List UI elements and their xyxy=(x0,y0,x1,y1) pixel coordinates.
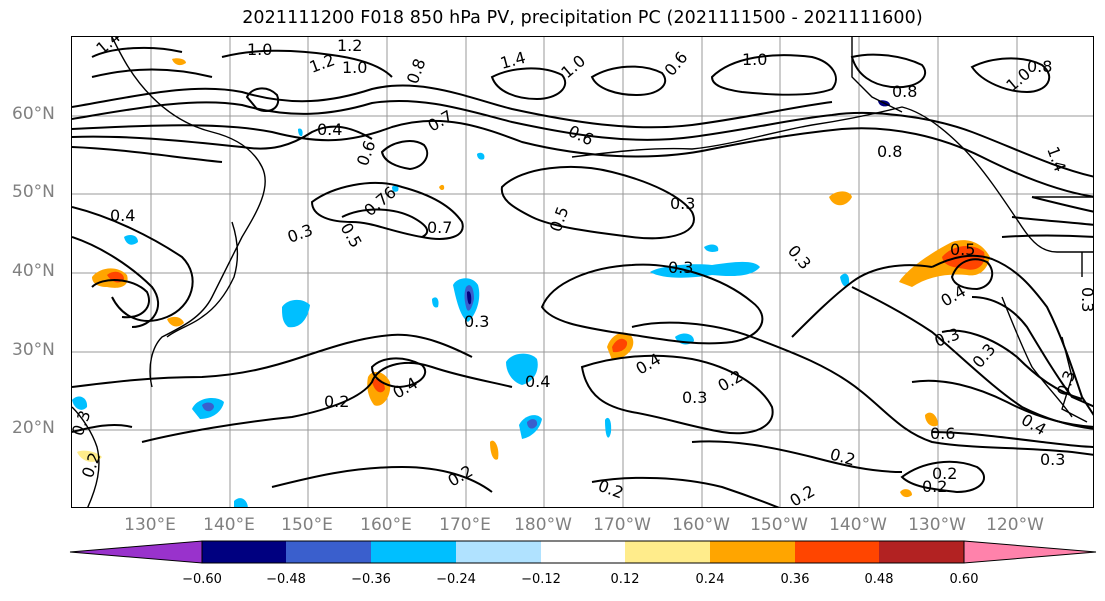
contour-label: 0.5 xyxy=(337,220,366,252)
lon-label: 130°W xyxy=(908,515,966,535)
colorbar-tick: −0.12 xyxy=(521,572,561,587)
map-canvas: 1.4 1.0 1.2 1.2 1.0 0.8 1.4 1.0 0.6 0.4 … xyxy=(72,37,1094,508)
contour-label: 0.3 xyxy=(1053,368,1080,398)
contour-label: 0.2 xyxy=(324,392,349,411)
lon-label: 130°E xyxy=(124,515,176,535)
contour-label: 0.4 xyxy=(1018,410,1050,439)
contour-label: 1.0 xyxy=(342,58,367,77)
contour-label: 0.4 xyxy=(390,373,422,402)
contour-label: 0.4 xyxy=(317,120,342,139)
lon-label: 150°W xyxy=(750,515,808,535)
contour-label: 0.2 xyxy=(596,476,626,503)
contour-label: 0.4 xyxy=(525,372,550,391)
lon-label: 160°W xyxy=(672,515,730,535)
colorbar-tick: 0.48 xyxy=(864,572,894,587)
colorbar-tick: −0.36 xyxy=(351,572,391,587)
colorbar-bin xyxy=(202,541,286,563)
contour-label: 0.6 xyxy=(930,424,955,443)
contour-label: 0.3 xyxy=(668,258,693,277)
lon-label: 180°W xyxy=(514,515,572,535)
contour-label: 1.0 xyxy=(247,40,272,59)
contour-label: 0.2 xyxy=(715,366,747,395)
contour-label: 0.2 xyxy=(922,477,947,496)
contour-label: 0.4 xyxy=(110,206,135,225)
contour-label: 0.8 xyxy=(892,82,917,101)
colorbar-tick: 0.36 xyxy=(780,572,810,587)
contour-label: 1.2 xyxy=(337,37,362,55)
colorbar-bin xyxy=(541,541,625,563)
lon-label: 150°E xyxy=(281,515,333,535)
contour-label: 0.3 xyxy=(670,194,695,213)
lon-label: 140°E xyxy=(203,515,255,535)
colorbar-bin xyxy=(371,541,456,563)
contour-label: 0.8 xyxy=(403,56,430,86)
lat-label: 60°N xyxy=(12,104,55,124)
map-plot-area: 1.4 1.0 1.2 1.2 1.0 0.8 1.4 1.0 0.6 0.4 … xyxy=(71,36,1094,508)
contour-label: 0.6 xyxy=(565,121,596,149)
contour-label: 0.4 xyxy=(633,349,665,378)
colorbar-tick: 0.60 xyxy=(949,572,979,587)
lat-label: 20°N xyxy=(12,418,55,438)
contour-label: 0.4 xyxy=(938,281,970,310)
colorbar-tick: −0.60 xyxy=(182,572,222,587)
lat-label: 50°N xyxy=(12,182,55,202)
lon-label: 160°E xyxy=(360,515,412,535)
contour-label: 0.3 xyxy=(464,312,489,331)
lon-label: 170°E xyxy=(439,515,491,535)
contour-label: 0.3 xyxy=(1040,450,1065,469)
colorbar-bin xyxy=(879,541,964,563)
colorbar-tick: 0.12 xyxy=(610,572,640,587)
colorbar-bin xyxy=(286,541,371,563)
contour-label: 1.0 xyxy=(742,50,767,69)
contour-label: 0.6 xyxy=(661,48,692,80)
contour-label: 0.3 xyxy=(1078,287,1094,312)
lon-label: 140°W xyxy=(829,515,887,535)
colorbar-bin xyxy=(456,541,541,563)
colorbar-tick: −0.48 xyxy=(266,572,306,587)
lon-label: 170°W xyxy=(593,515,651,535)
contour-label: 0.8 xyxy=(877,142,902,161)
contour-label: 0.5 xyxy=(950,240,975,259)
contour-label: 1.0 xyxy=(557,51,589,82)
lat-label: 40°N xyxy=(12,261,55,281)
colorbar-tick: −0.24 xyxy=(436,572,476,587)
contour-label: 0.3 xyxy=(285,220,315,247)
lat-label: 30°N xyxy=(12,340,55,360)
lon-label: 120°W xyxy=(986,515,1044,535)
contour-label: 0.3 xyxy=(932,324,962,351)
colorbar-extend-left xyxy=(69,540,203,564)
coastlines xyxy=(72,37,1093,507)
contour-label: 0.2 xyxy=(787,481,819,508)
colorbar xyxy=(69,540,1097,564)
contour-label: 0.3 xyxy=(784,241,815,273)
contour-label: 0.7 xyxy=(427,218,452,237)
contour-label: 0.2 xyxy=(445,461,477,490)
map-title: 2021111200 F018 850 hPa PV, precipitatio… xyxy=(242,8,923,28)
colorbar-bin xyxy=(795,541,879,563)
colorbar-bin xyxy=(625,541,710,563)
contour-label: 0.3 xyxy=(682,388,707,407)
contour-label: 0.2 xyxy=(932,464,957,483)
contour-label: 0.6 xyxy=(353,138,380,168)
colorbar-bin xyxy=(710,541,795,563)
contour-label: 0.5 xyxy=(546,204,573,234)
contour-label: 0.2 xyxy=(828,445,858,470)
colorbar-tick: 0.24 xyxy=(695,572,725,587)
contour-label: 0.7 xyxy=(425,106,457,135)
contour-label: 0.8 xyxy=(1027,57,1052,76)
pv-contours xyxy=(72,46,1093,507)
